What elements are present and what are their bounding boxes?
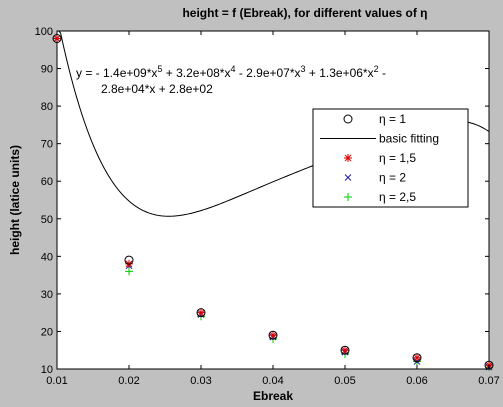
y-tick-label: 20 bbox=[41, 326, 53, 338]
legend-marker-x bbox=[344, 174, 352, 181]
legend-marker-plus bbox=[344, 193, 352, 201]
x-tick-label: 0.01 bbox=[46, 375, 67, 387]
legend-label: η = 2 bbox=[379, 171, 406, 185]
legend-label: η = 2,5 bbox=[379, 190, 416, 204]
data-point-star bbox=[197, 308, 205, 317]
data-point-star bbox=[341, 346, 349, 355]
x-tick-label: 0.04 bbox=[262, 375, 283, 387]
y-tick-label: 10 bbox=[41, 364, 53, 376]
y-tick-label: 100 bbox=[35, 26, 53, 38]
chart-title: height = f (Ebreak), for different value… bbox=[182, 6, 427, 20]
fit-equation-line1: y = - 1.4e+09*x5​ + 3.2e+08*x4​ - 2.9e+0… bbox=[76, 64, 386, 80]
data-point-star bbox=[269, 331, 277, 340]
y-tick-label: 90 bbox=[41, 64, 53, 76]
legend-marker-star bbox=[344, 154, 352, 162]
y-tick-label: 60 bbox=[41, 176, 53, 188]
fit-equation-line2: 2.8e+04*x + 2.8e+02 bbox=[101, 82, 213, 96]
y-tick-label: 70 bbox=[41, 139, 53, 151]
y-tick-label: 80 bbox=[41, 101, 53, 113]
legend-box bbox=[312, 108, 469, 208]
x-tick-label: 0.03 bbox=[190, 375, 211, 387]
data-point-circle bbox=[124, 255, 134, 265]
legend: η = 1 basic fitting η = 1,5 η = 2 η = 2,5 bbox=[312, 108, 469, 208]
data-point-star bbox=[53, 34, 61, 43]
axis-ticks: 0.01 0.02 0.03 0.04 0.05 0.06 0.07 10 20 30 40 50 60… bbox=[35, 26, 500, 387]
y-tick-label: 40 bbox=[41, 251, 53, 263]
data-point-circle bbox=[268, 330, 278, 340]
x-tick-label: 0.05 bbox=[334, 375, 355, 387]
x-tick-label: 0.07 bbox=[478, 375, 499, 387]
x-tick-label: 0.06 bbox=[406, 375, 427, 387]
data-point-circle bbox=[340, 345, 350, 355]
legend-label: η = 1,5 bbox=[379, 151, 416, 165]
legend-label: η = 1 bbox=[379, 112, 406, 126]
data-point-circle bbox=[412, 353, 422, 363]
y-tick-label: 30 bbox=[41, 289, 53, 301]
legend-marker-circle bbox=[343, 114, 353, 124]
legend-label: basic fitting bbox=[379, 132, 439, 146]
data-point-circle bbox=[196, 308, 206, 318]
y-tick-label: 50 bbox=[41, 214, 53, 226]
x-axis-label: Ebreak bbox=[253, 389, 293, 403]
marker-layer bbox=[52, 34, 494, 372]
y-axis-label: height (latice units) bbox=[8, 145, 22, 255]
data-point-plus bbox=[125, 267, 133, 276]
data-point-star bbox=[413, 353, 421, 362]
x-tick-label: 0.02 bbox=[118, 375, 139, 387]
